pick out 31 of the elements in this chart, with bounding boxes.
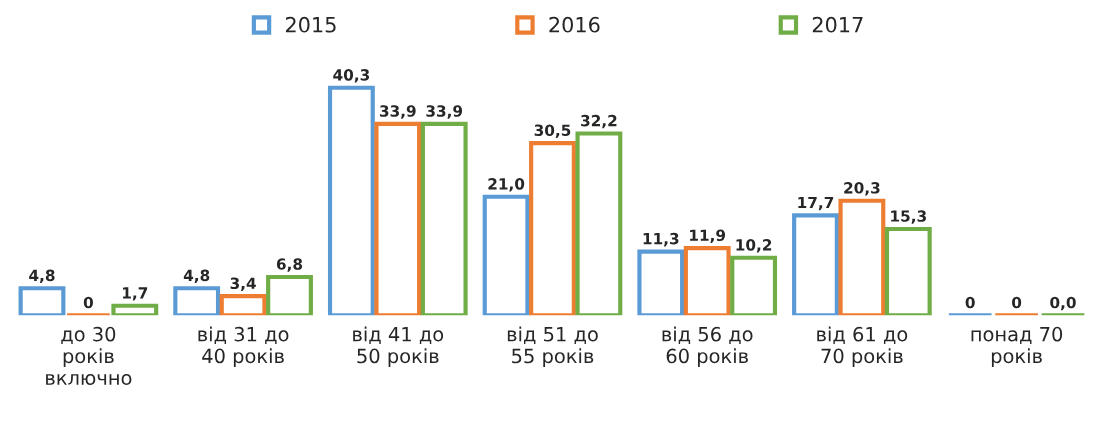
data-label: 0,0 bbox=[1050, 296, 1076, 311]
x-tick-label: від 61 до 70 років bbox=[817, 326, 908, 368]
data-label: 1,7 bbox=[123, 287, 148, 301]
data-label: 20,3 bbox=[844, 182, 880, 196]
data-label: 6,8 bbox=[276, 258, 303, 272]
data-label: 32,2 bbox=[581, 114, 617, 129]
x-tick-label: від 51 до 55 років bbox=[507, 326, 598, 368]
legend-label: 2016 bbox=[549, 16, 600, 33]
data-label: 0 bbox=[965, 296, 975, 309]
data-label: 10,2 bbox=[736, 239, 772, 253]
x-tick-label: від 56 до 60 років bbox=[662, 326, 753, 368]
data-label: 30,5 bbox=[534, 124, 571, 138]
data-label: 15,3 bbox=[891, 210, 926, 224]
data-label: 3,4 bbox=[230, 277, 256, 291]
data-label: 0 bbox=[83, 296, 93, 309]
legend-label: 2015 bbox=[285, 16, 336, 33]
data-label: 40,3 bbox=[333, 69, 370, 83]
data-label: 11,3 bbox=[643, 232, 679, 247]
data-label: 21,0 bbox=[488, 178, 525, 192]
data-label: 0 bbox=[1012, 296, 1022, 309]
x-tick-label: від 41 до 50 років bbox=[353, 326, 444, 368]
data-label: 17,7 bbox=[798, 196, 834, 211]
data-label: 4,8 bbox=[29, 269, 55, 284]
x-tick-label: понад 70 років bbox=[971, 326, 1063, 368]
data-label: 33,9 bbox=[426, 105, 463, 119]
data-label: 33,9 bbox=[379, 105, 416, 119]
x-tick-label: до 30 років включно bbox=[46, 326, 132, 386]
x-tick-label: від 31 до 40 років bbox=[198, 326, 289, 368]
data-label: 4,8 bbox=[183, 269, 210, 284]
data-label: 11,9 bbox=[690, 229, 726, 243]
legend-label: 2017 bbox=[812, 16, 863, 33]
